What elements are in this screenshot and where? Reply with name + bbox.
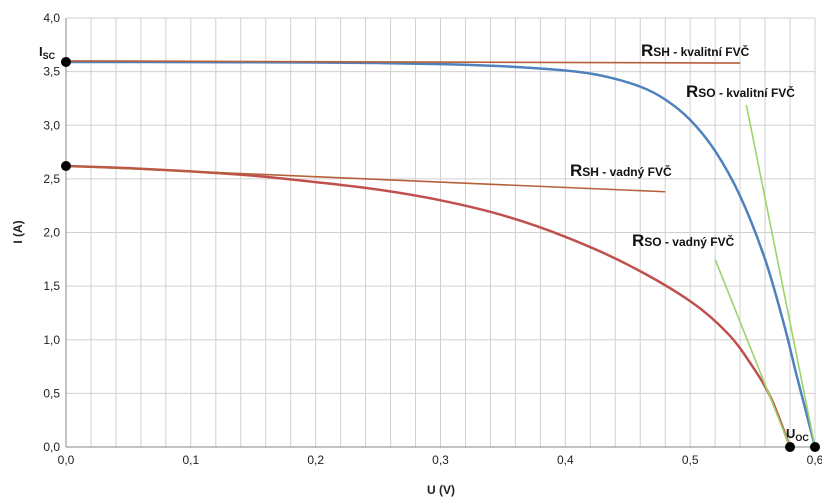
y-tick-label: 1,5: [43, 279, 60, 293]
x-axis-title: U (V): [427, 483, 455, 497]
rso-good-line: [745, 104, 816, 448]
point-marker: [810, 442, 820, 452]
y-tick-label: 2,0: [43, 226, 60, 240]
chart-series: [65, 60, 817, 448]
rsh-bad-label: RSH - vadný FVČ: [570, 161, 672, 180]
rsh-faulty-line: [65, 165, 666, 193]
y-tick-label: 1,0: [43, 333, 60, 347]
x-tick-label: 0,2: [307, 453, 324, 467]
chart-grid: [65, 17, 816, 448]
y-tick-label: 3,5: [43, 65, 60, 79]
rsh-good-label: RSH - kvalitní FVČ: [641, 41, 750, 60]
rso-faulty-line: [714, 259, 791, 448]
x-tick-label: 0,0: [58, 453, 75, 467]
y-tick-label: 0,5: [43, 386, 60, 400]
x-tick-label: 0,6: [807, 453, 822, 467]
iv-curve-faulty-cell: [65, 164, 792, 448]
y-tick-label: 3,0: [43, 118, 60, 132]
y-tick-labels: 0,0 0,5 1,0 1,5 2,0 2,5 3,0 3,5 4,0: [43, 11, 60, 454]
x-tick-label: 0,5: [682, 453, 699, 467]
x-tick-label: 0,1: [182, 453, 199, 467]
iv-curve-good-cell: [65, 60, 817, 448]
point-marker: [61, 161, 71, 172]
rsh-good-line: [65, 60, 741, 64]
uoc-label: UOC: [786, 426, 809, 443]
y-tick-label: 0,0: [43, 440, 60, 454]
point-marker: [785, 442, 796, 452]
y-tick-label: 2,5: [43, 172, 60, 186]
rso-bad-label: RSO - vadný FVČ: [632, 231, 735, 250]
isc-label: ISC: [39, 44, 56, 61]
x-tick-label: 0,4: [557, 453, 574, 467]
x-tick-label: 0,3: [432, 453, 449, 467]
chart-markers: [61, 56, 820, 452]
x-tick-labels: 0,0 0,1 0,2 0,3 0,4 0,5 0,6: [58, 453, 822, 467]
point-marker: [61, 56, 71, 67]
y-axis-title: I (A): [11, 220, 25, 243]
y-tick-label: 4,0: [43, 11, 60, 25]
rso-good-label: RSO - kvalitní FVČ: [686, 82, 795, 101]
chart-axes: [65, 18, 815, 448]
